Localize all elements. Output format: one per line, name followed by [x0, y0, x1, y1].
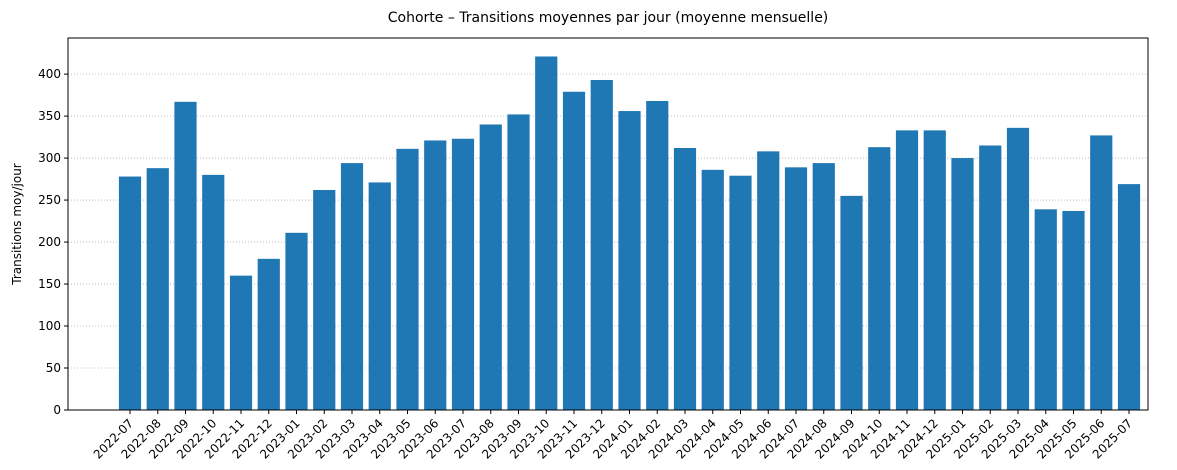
- bar: [951, 158, 974, 410]
- y-tick-label: 250: [38, 193, 61, 207]
- y-axis-label: Transitions moy/jour: [10, 163, 24, 286]
- bar: [618, 111, 641, 411]
- bar: [1034, 209, 1057, 410]
- y-tick-label: 200: [38, 235, 61, 249]
- bar: [729, 175, 752, 410]
- bar: [535, 56, 558, 411]
- bar: [757, 151, 780, 410]
- bar: [118, 176, 142, 410]
- bar: [313, 189, 336, 410]
- bar: [257, 258, 280, 410]
- bar: [701, 169, 724, 410]
- bar: [1062, 210, 1085, 410]
- y-tick-label: 0: [53, 403, 61, 417]
- bar: [562, 91, 586, 410]
- bar: [285, 232, 308, 410]
- bar: [673, 148, 697, 410]
- bar: [840, 195, 863, 410]
- bar: [923, 130, 946, 410]
- bar: [1006, 127, 1030, 410]
- bar: [646, 100, 669, 411]
- bar: [590, 79, 613, 411]
- y-tick-label: 100: [38, 319, 61, 333]
- bar: [784, 167, 808, 410]
- bar: [895, 130, 919, 410]
- y-tick-label: 50: [46, 361, 61, 375]
- y-tick-label: 300: [38, 151, 61, 165]
- y-tick-label: 350: [38, 109, 61, 123]
- y-tick-label: 400: [38, 67, 61, 81]
- bar: [396, 148, 419, 410]
- y-tick-label: 150: [38, 277, 61, 291]
- bar: [812, 163, 835, 410]
- bar: [368, 182, 391, 410]
- bar: [451, 138, 475, 410]
- bar: [174, 101, 197, 411]
- bar: [340, 163, 364, 410]
- bar: [868, 147, 891, 410]
- bar: [229, 275, 253, 410]
- bar: [507, 114, 530, 411]
- chart-title: Cohorte – Transitions moyennes par jour …: [388, 10, 829, 26]
- bar: [979, 145, 1002, 410]
- bar: [424, 140, 447, 410]
- bar: [479, 124, 502, 410]
- bar: [146, 168, 169, 410]
- bar: [1090, 135, 1113, 411]
- plot-frame: [67, 37, 1149, 411]
- bar: [1117, 184, 1141, 410]
- bar: [202, 174, 225, 410]
